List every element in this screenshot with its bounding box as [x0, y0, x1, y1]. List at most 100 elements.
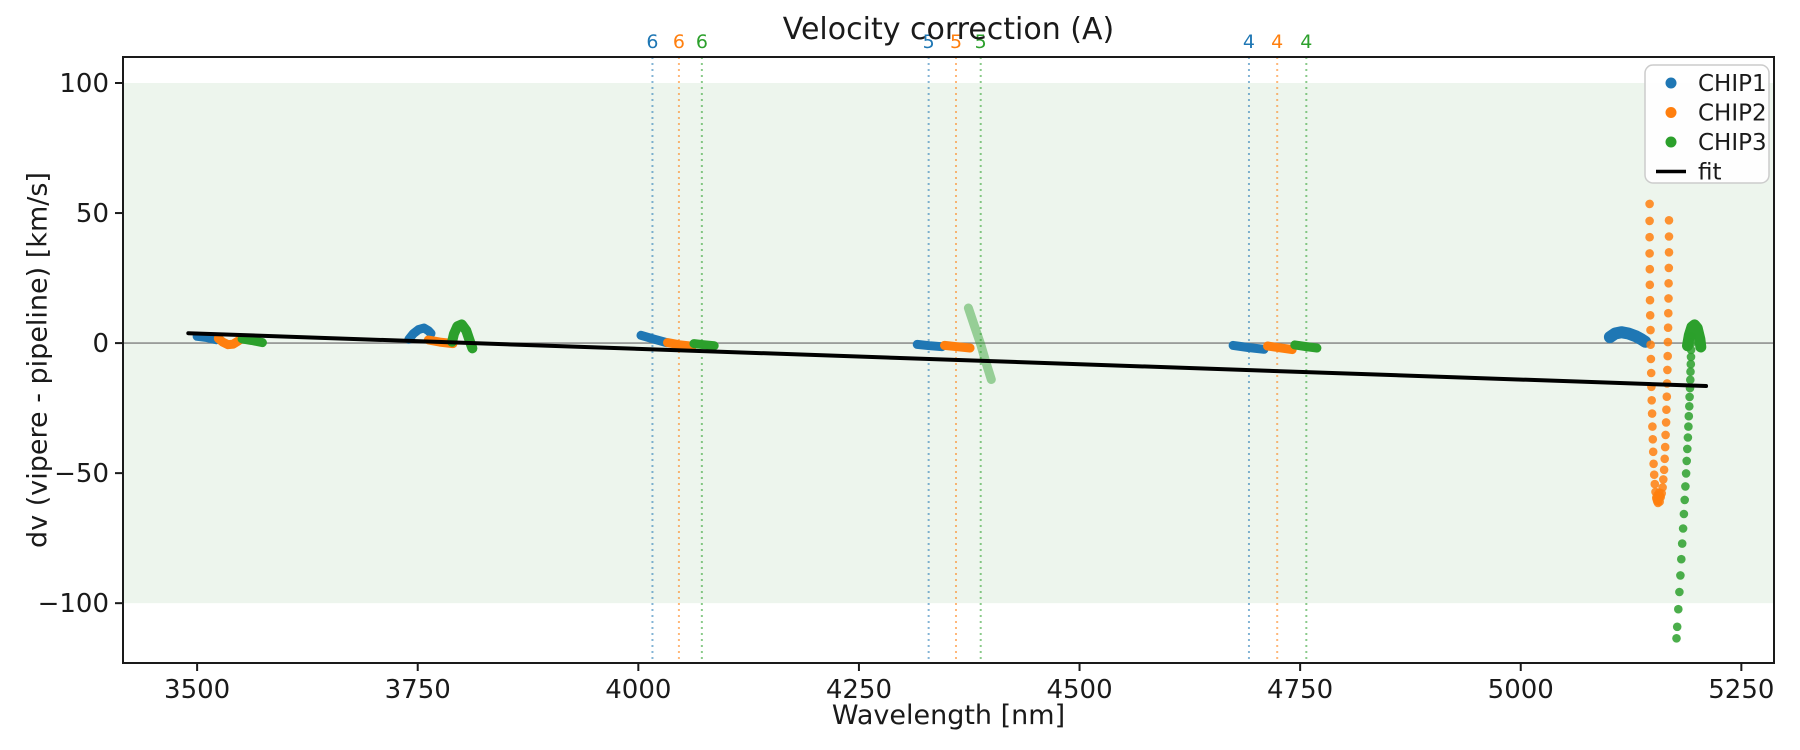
x-tick-label: 4000 — [605, 675, 671, 705]
cluster-chip1 — [1228, 340, 1269, 354]
data-point-chip2 — [1664, 294, 1673, 303]
x-tick-label: 3500 — [164, 675, 230, 705]
data-point-chip2 — [1645, 249, 1654, 258]
x-tick-label: 4250 — [826, 675, 892, 705]
data-point-chip2 — [1649, 470, 1659, 480]
y-axis-label: dv (vipere - pipeline) [km/s] — [22, 172, 54, 548]
data-point-chip2 — [1663, 323, 1673, 333]
x-tick-label: 5000 — [1488, 675, 1554, 705]
data-point-chip3 — [1677, 554, 1686, 564]
data-point-chip2 — [1645, 199, 1654, 209]
x-tick-label: 3750 — [385, 675, 451, 705]
data-point-chip2 — [1664, 263, 1674, 273]
cluster-chip2 — [1645, 199, 1674, 508]
data-point-chip2 — [1648, 422, 1657, 431]
data-point-chip3 — [1684, 411, 1694, 421]
data-point-chip2 — [1662, 405, 1671, 415]
legend-label-chip1: CHIP1 — [1698, 71, 1767, 97]
data-point-chip2 — [1652, 494, 1661, 504]
cluster-chip1 — [404, 323, 436, 344]
cluster-chip3 — [1672, 332, 1696, 643]
data-point-chip3 — [1684, 422, 1693, 431]
data-point-chip2 — [1650, 479, 1660, 489]
data-point-chip3 — [1681, 469, 1691, 478]
legend-marker-chip3 — [1665, 136, 1677, 148]
data-point-chip3 — [1682, 456, 1691, 466]
order-number-label: 4 — [1300, 31, 1312, 53]
x-tick-label: 4500 — [1046, 675, 1112, 705]
data-point-chip2 — [1646, 325, 1655, 335]
cluster-chip1 — [192, 331, 221, 345]
cluster-chip3 — [237, 334, 267, 348]
legend-label-chip2: CHIP2 — [1698, 101, 1767, 127]
order-number-label: 6 — [673, 31, 685, 53]
order-number-label: 4 — [1271, 31, 1283, 53]
order-number-label: 6 — [696, 31, 708, 53]
order-number-label: 4 — [1243, 31, 1255, 53]
legend-box — [1644, 64, 1770, 184]
fit-line — [186, 331, 1709, 389]
data-point-chip2 — [1662, 392, 1672, 402]
cluster-chip3 — [1290, 340, 1322, 353]
data-point-chip3 — [1672, 634, 1681, 643]
data-point-chip3 — [1677, 539, 1687, 548]
y-tick-label: 0 — [92, 329, 109, 359]
order-number-label: 5 — [923, 31, 935, 53]
legend-marker-chip1 — [1665, 77, 1677, 89]
cluster-chip2 — [663, 338, 697, 351]
data-point-chip3 — [1672, 622, 1682, 632]
x-axis-label: Wavelength [nm] — [831, 700, 1066, 731]
cluster-chip3 — [963, 303, 996, 384]
cluster-chip3 — [689, 339, 719, 351]
x-tick-label: 5250 — [1708, 675, 1774, 705]
data-point-chip2 — [1660, 454, 1669, 464]
data-point-chip2 — [1663, 365, 1672, 375]
cluster-chip1 — [1603, 326, 1652, 348]
data-point-chip3 — [1683, 444, 1692, 454]
data-point-chip3 — [1686, 359, 1696, 369]
data-point-chip2 — [1664, 216, 1674, 225]
legend-marker-chip2 — [1665, 107, 1677, 118]
order-number-label: 6 — [646, 31, 658, 53]
data-point-chip3 — [1686, 375, 1695, 385]
data-point-chip2 — [1645, 295, 1655, 305]
data-point-chip2 — [1645, 280, 1655, 290]
data-point-chip2 — [1661, 430, 1670, 440]
data-point-chip2 — [1649, 459, 1658, 469]
data-point-chip3 — [1675, 587, 1684, 597]
data-point-chip3 — [1678, 524, 1688, 533]
cluster-chip2 — [1263, 341, 1297, 355]
data-point-chip2 — [1648, 435, 1658, 444]
data-point-chip2 — [1659, 465, 1669, 475]
y-tick-label: 50 — [76, 199, 109, 229]
data-point-chip2 — [1645, 311, 1655, 320]
legend-label-chip3: CHIP3 — [1698, 130, 1767, 156]
order-number-label: 5 — [950, 31, 962, 53]
data-point-chip3 — [1686, 345, 1696, 355]
data-point-chip3 — [1676, 571, 1685, 580]
x-tick-label: 4750 — [1267, 675, 1333, 705]
cluster-chip2 — [940, 340, 975, 353]
legend-label-fit: fit — [1698, 160, 1722, 186]
data-point-chip3 — [1680, 495, 1689, 505]
data-point-chip2 — [1659, 475, 1668, 484]
data-point-chip3 — [1686, 367, 1695, 377]
data-point-chip2 — [1647, 396, 1656, 405]
order-number-label: 5 — [975, 31, 987, 53]
data-point-chip2 — [1646, 354, 1656, 364]
data-point-chip3 — [1686, 352, 1696, 362]
y-tick-label: −50 — [54, 459, 109, 489]
data-point-chip2 — [1664, 308, 1673, 318]
data-point-chip3 — [1683, 433, 1693, 442]
data-point-chip2 — [1646, 368, 1656, 378]
data-point-chip2 — [1645, 232, 1654, 242]
data-point-chip2 — [1664, 232, 1674, 241]
y-tick-label: −100 — [38, 589, 109, 619]
data-point-chip2 — [1661, 418, 1671, 427]
cluster-chip3 — [447, 319, 478, 354]
cluster-chip1 — [636, 330, 672, 348]
data-point-chip3 — [1687, 332, 1696, 341]
chart-title: Velocity correction (A) — [782, 12, 1115, 47]
